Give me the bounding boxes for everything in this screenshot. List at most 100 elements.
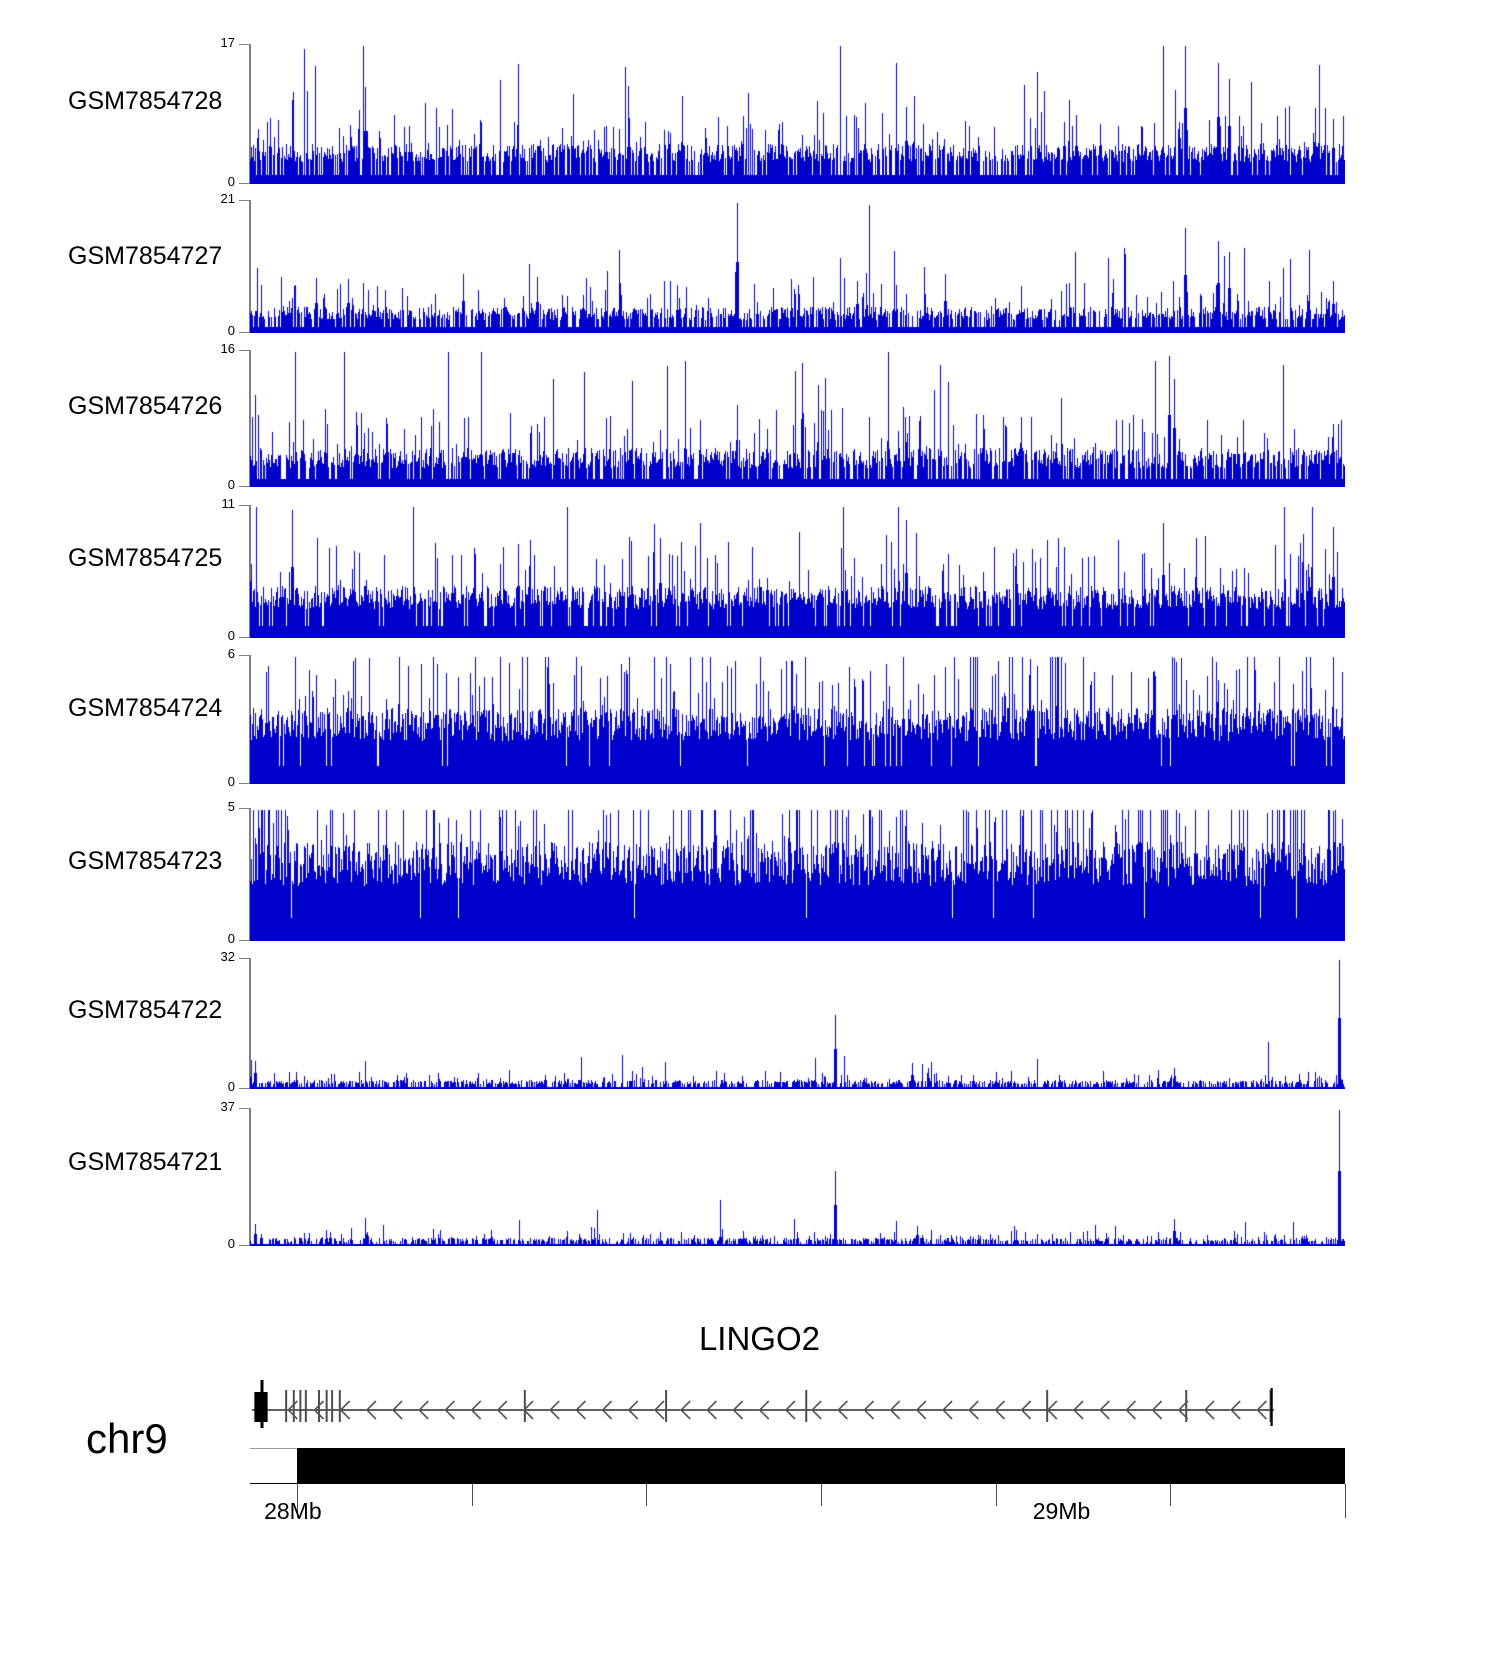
strand-arrow-left-icon — [1072, 1400, 1084, 1420]
y-axis-tick-max — [239, 44, 249, 45]
strand-arrow-left-icon — [575, 1400, 586, 1420]
y-axis-tick-min — [239, 332, 249, 333]
y-axis-tick-max — [239, 200, 249, 201]
y-axis-max-label: 32 — [220, 949, 235, 964]
y-axis-tick-min — [239, 183, 249, 184]
y-axis-min-label: 0 — [227, 1236, 235, 1251]
coverage-plot-area[interactable] — [250, 44, 1345, 184]
coverage-track[interactable]: GSM7854727 21 0 — [0, 191, 1500, 338]
strand-arrow-left-icon — [1203, 1400, 1215, 1420]
strand-arrow-left-icon — [994, 1400, 1006, 1420]
coverage-plot-area[interactable] — [250, 505, 1345, 638]
y-axis-max-label: 16 — [220, 341, 235, 356]
gene-utr-block — [254, 1392, 268, 1422]
coverage-histogram — [250, 44, 1345, 184]
strand-arrow-left-icon — [1256, 1400, 1267, 1420]
y-axis-tick-min — [239, 940, 249, 941]
y-axis-tick-min — [239, 1245, 249, 1246]
gene-model-track[interactable] — [250, 1372, 1365, 1436]
coverage-histogram — [250, 200, 1345, 333]
track-sample-label: GSM7854723 — [68, 847, 223, 875]
coverage-track[interactable]: GSM7854725 11 0 — [0, 496, 1500, 643]
coordinate-tick — [995, 1484, 997, 1506]
coordinate-label: 29Mb — [1032, 1498, 1091, 1524]
strand-arrow-left-icon — [365, 1400, 377, 1420]
strand-arrow-left-icon — [1046, 1400, 1058, 1420]
strand-arrow-left-icon — [522, 1400, 534, 1420]
coordinate-tick — [471, 1484, 473, 1506]
strand-arrow-left-icon — [811, 1400, 822, 1420]
coverage-histogram — [250, 350, 1345, 487]
strand-arrow-left-icon — [889, 1400, 901, 1420]
y-axis-tick-min — [239, 1088, 249, 1089]
y-axis-min-label: 0 — [227, 323, 235, 338]
coverage-track[interactable]: GSM7854723 5 0 — [0, 799, 1500, 946]
y-axis-min-label: 0 — [227, 774, 235, 789]
y-axis-max-label: 11 — [221, 496, 236, 511]
y-axis-max-label: 37 — [220, 1099, 235, 1114]
coverage-track[interactable]: GSM7854722 32 0 — [0, 949, 1500, 1094]
y-axis-min-label: 0 — [227, 931, 235, 946]
gene-name-label[interactable]: LINGO2 — [698, 1320, 820, 1357]
y-axis-max-label: 6 — [227, 646, 235, 661]
coverage-plot-area[interactable] — [250, 1108, 1345, 1246]
ideogram-gap-region — [250, 1448, 298, 1484]
strand-arrow-left-icon — [653, 1400, 665, 1420]
ideogram-band[interactable] — [297, 1448, 1345, 1484]
y-axis-tick-max — [239, 1108, 249, 1109]
coverage-plot-area[interactable] — [250, 655, 1345, 784]
coverage-track[interactable]: GSM7854721 37 0 — [0, 1099, 1500, 1251]
coverage-histogram — [250, 958, 1345, 1089]
coordinate-tick — [646, 1484, 648, 1506]
coverage-plot-area[interactable] — [250, 808, 1345, 941]
strand-arrow-left-icon — [549, 1400, 560, 1420]
y-axis-tick-min — [239, 637, 249, 638]
strand-arrow-left-icon — [758, 1400, 770, 1420]
y-axis-max-label: 17 — [220, 35, 235, 50]
strand-arrow-left-icon — [391, 1400, 403, 1420]
coverage-plot-area[interactable] — [250, 200, 1345, 333]
track-sample-label: GSM7854728 — [68, 87, 223, 115]
strand-arrow-left-icon — [496, 1400, 508, 1420]
chromosome-label: chr9 — [86, 1415, 168, 1462]
y-axis-tick-min — [239, 486, 249, 487]
strand-arrow-left-icon — [444, 1400, 456, 1420]
coverage-histogram — [250, 1108, 1345, 1246]
strand-arrow-left-icon — [863, 1400, 875, 1420]
y-axis-max-label: 5 — [227, 799, 235, 814]
strand-arrow-left-icon — [1230, 1400, 1241, 1420]
coverage-track[interactable]: GSM7854728 17 0 — [0, 35, 1500, 189]
strand-arrow-left-icon — [627, 1400, 639, 1420]
coordinate-tick — [1345, 1484, 1346, 1518]
coverage-histogram — [250, 655, 1345, 784]
track-sample-label: GSM7854726 — [68, 392, 223, 420]
track-sample-label: GSM7854724 — [68, 694, 223, 722]
y-axis-tick-max — [239, 808, 249, 809]
strand-arrow-left-icon — [1177, 1400, 1189, 1420]
strand-arrow-left-icon — [941, 1400, 953, 1420]
strand-arrow-left-icon — [732, 1400, 744, 1420]
strand-arrow-left-icon — [680, 1400, 691, 1420]
strand-arrow-left-icon — [287, 1400, 298, 1420]
track-sample-label: GSM7854725 — [68, 544, 223, 572]
strand-arrow-left-icon — [418, 1400, 429, 1420]
coordinate-label: 28Mb — [264, 1498, 322, 1524]
y-axis-tick-max — [239, 655, 249, 656]
strand-arrow-left-icon — [1099, 1400, 1110, 1420]
coverage-track[interactable]: GSM7854726 16 0 — [0, 341, 1500, 492]
strand-arrow-left-icon — [1125, 1400, 1137, 1420]
coverage-plot-area[interactable] — [250, 958, 1345, 1089]
strand-arrow-left-icon — [968, 1400, 979, 1420]
coverage-plot-area[interactable] — [250, 350, 1345, 487]
y-axis-tick-min — [239, 783, 249, 784]
y-axis-tick-max — [239, 505, 249, 506]
coverage-track[interactable]: GSM7854724 6 0 — [0, 646, 1500, 789]
coordinate-tick — [821, 1484, 823, 1506]
coordinate-tick — [297, 1484, 299, 1518]
track-sample-label: GSM7854721 — [68, 1148, 223, 1176]
strand-arrow-left-icon — [1151, 1400, 1163, 1420]
y-axis-tick-max — [239, 350, 249, 351]
strand-arrow-left-icon — [837, 1400, 848, 1420]
strand-arrow-left-icon — [601, 1400, 613, 1420]
